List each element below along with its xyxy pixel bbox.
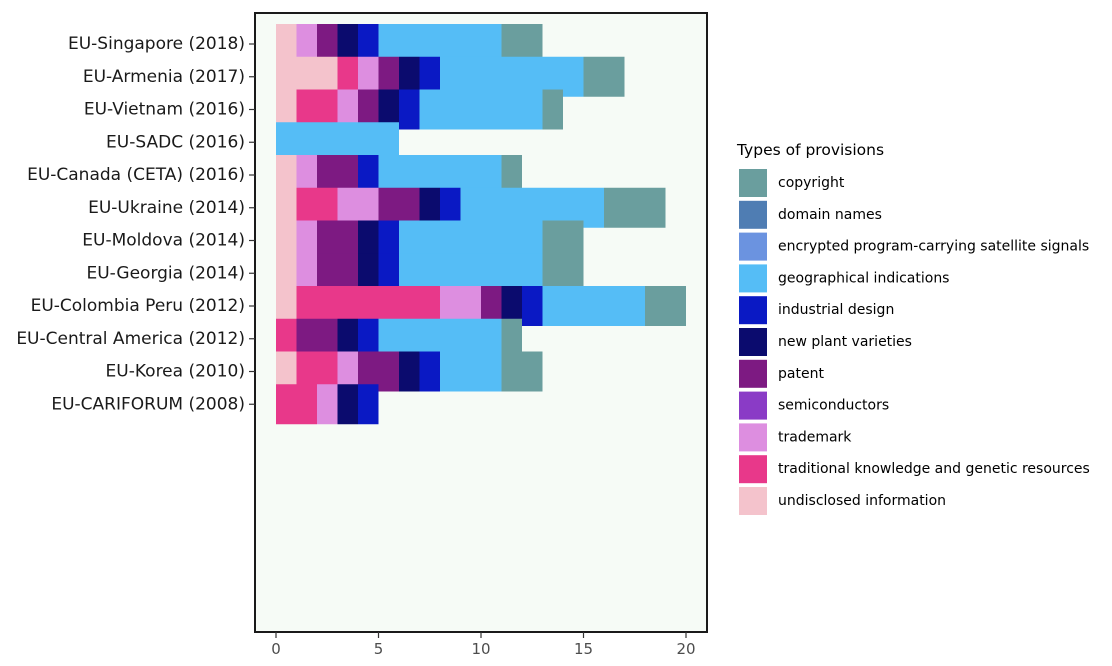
legend-label-copyright: copyright [778, 175, 845, 191]
bar-eu-canada-ceta-2016-trademark [296, 155, 317, 195]
legend-title: Types of provisions [736, 141, 884, 159]
bar-eu-korea-2010-copyright [501, 351, 543, 392]
legend-key-undisclosed-information [739, 487, 767, 515]
bar-eu-cariforum-2008-industrial-design [358, 384, 379, 425]
bars-layer [276, 24, 686, 425]
legend-label-new-plant-varieties: new plant varieties [778, 334, 912, 350]
legend-label-industrial-design: industrial design [778, 302, 894, 318]
bar-eu-armenia-2017-trademark [358, 56, 379, 97]
bar-eu-armenia-2017-industrial-design [419, 56, 440, 97]
legend-label-trademark: trademark [778, 429, 852, 445]
bar-eu-cariforum-2008-trademark [317, 384, 338, 425]
legend-key-industrial-design [739, 296, 767, 325]
bar-eu-central-america-2012-copyright [501, 318, 522, 359]
y-tick-label: EU-Colombia Peru (2012) [31, 296, 245, 316]
legend-key-encrypted-program-carrying-satellite-signals [739, 232, 767, 261]
bar-eu-georgia-2014-new-plant-varieties [358, 253, 379, 294]
bar-eu-armenia-2017-patent [378, 56, 399, 97]
bar-eu-vietnam-2016-new-plant-varieties [378, 89, 399, 130]
bar-eu-vietnam-2016-undisclosed-information [276, 89, 297, 130]
bar-eu-georgia-2014-trademark [296, 253, 317, 294]
x-tick-label: 0 [271, 640, 281, 658]
x-tick-label: 5 [374, 640, 384, 658]
bar-eu-vietnam-2016-copyright [542, 89, 563, 130]
bar-eu-canada-ceta-2016-industrial-design [358, 155, 379, 195]
legend-label-patent: patent [778, 366, 824, 382]
bar-eu-korea-2010-geographical-indications [440, 351, 502, 392]
bar-eu-canada-ceta-2016-copyright [501, 155, 522, 195]
legend-label-traditional-knowledge-and-genetic-resources: traditional knowledge and genetic resour… [778, 461, 1090, 477]
bar-eu-singapore-2018-undisclosed-information [276, 24, 297, 64]
bar-eu-korea-2010-industrial-design [419, 351, 440, 392]
y-tick-label: EU-Moldova (2014) [82, 231, 245, 251]
legend-label-domain-names: domain names [778, 207, 882, 223]
bar-eu-armenia-2017-traditional-knowledge-and-genetic-resources [337, 56, 358, 97]
y-tick-label: EU-Ukraine (2014) [88, 198, 245, 218]
legend-key-new-plant-varieties [739, 328, 767, 356]
bar-eu-ukraine-2014-undisclosed-information [276, 187, 297, 228]
bar-eu-vietnam-2016-patent [358, 89, 379, 130]
bar-eu-colombia-peru-2012-undisclosed-information [276, 286, 297, 326]
x-tick-label: 10 [471, 640, 490, 658]
bar-eu-cariforum-2008-new-plant-varieties [337, 384, 358, 425]
legend: Types of provisions copyright domain name… [736, 141, 1090, 515]
legend-key-geographical-indications [739, 264, 767, 293]
bar-eu-korea-2010-new-plant-varieties [399, 351, 420, 392]
bar-eu-moldova-2014-trademark [296, 220, 317, 261]
bar-eu-armenia-2017-new-plant-varieties [399, 56, 420, 97]
bar-eu-vietnam-2016-industrial-design [399, 89, 420, 130]
bar-eu-ukraine-2014-new-plant-varieties [419, 187, 440, 228]
bar-eu-central-america-2012-traditional-knowledge-and-genetic-resources [276, 318, 297, 359]
bar-eu-vietnam-2016-trademark [337, 89, 358, 130]
bar-eu-moldova-2014-new-plant-varieties [358, 220, 379, 261]
y-tick-label: EU-CARIFORUM (2008) [51, 394, 245, 414]
bar-eu-canada-ceta-2016-undisclosed-information [276, 155, 297, 195]
legend-key-copyright [739, 169, 767, 197]
y-tick-label: EU-Singapore (2018) [68, 34, 245, 54]
legend-key-patent [739, 359, 767, 388]
bar-eu-moldova-2014-undisclosed-information [276, 220, 297, 261]
y-tick-label: EU-Georgia (2014) [86, 263, 245, 283]
bar-eu-cariforum-2008-traditional-knowledge-and-genetic-resources [276, 384, 317, 425]
legend-key-domain-names [739, 200, 767, 229]
bar-eu-moldova-2014-industrial-design [378, 220, 399, 261]
bar-eu-central-america-2012-industrial-design [358, 318, 379, 359]
bar-eu-singapore-2018-new-plant-varieties [337, 24, 358, 64]
bar-eu-colombia-peru-2012-copyright [645, 286, 686, 326]
y-tick-label: EU-Vietnam (2016) [84, 100, 245, 120]
x-axis: 0 5 10 15 20 [271, 632, 696, 658]
bar-eu-central-america-2012-new-plant-varieties [337, 318, 358, 359]
bar-eu-korea-2010-undisclosed-information [276, 351, 297, 392]
y-tick-label: EU-Armenia (2017) [83, 67, 245, 87]
bar-eu-korea-2010-trademark [337, 351, 358, 392]
legend-label-undisclosed-information: undisclosed information [778, 493, 946, 509]
bar-eu-colombia-peru-2012-industrial-design [522, 286, 543, 326]
y-tick-label: EU-Korea (2010) [106, 362, 245, 382]
legend-key-trademark [739, 423, 767, 452]
legend-key-traditional-knowledge-and-genetic-resources [739, 455, 767, 484]
y-axis: EU-Singapore (2018) EU-Armenia (2017) EU-V… [16, 34, 255, 414]
bar-eu-colombia-peru-2012-new-plant-varieties [501, 286, 522, 326]
bar-eu-singapore-2018-industrial-design [358, 24, 379, 64]
bar-eu-singapore-2018-trademark [296, 24, 317, 64]
bar-eu-vietnam-2016-geographical-indications [419, 89, 543, 130]
legend-label-encrypted-program-carrying-satellite-signals: encrypted program-carrying satellite sig… [778, 239, 1089, 255]
bar-eu-colombia-peru-2012-patent [481, 286, 502, 326]
bar-eu-ukraine-2014-copyright [604, 187, 666, 228]
bar-eu-singapore-2018-patent [317, 24, 338, 64]
legend-key-semiconductors [739, 391, 767, 420]
bar-eu-ukraine-2014-industrial-design [440, 187, 461, 228]
bar-eu-georgia-2014-industrial-design [378, 253, 399, 294]
legend-label-geographical-indications: geographical indications [778, 270, 949, 286]
bar-eu-armenia-2017-copyright [583, 56, 625, 97]
bar-eu-colombia-peru-2012-geographical-indications [542, 286, 645, 326]
y-tick-label: EU-SADC (2016) [106, 132, 245, 152]
y-tick-label: EU-Canada (CETA) (2016) [27, 165, 245, 185]
legend-label-semiconductors: semiconductors [778, 398, 889, 414]
bar-eu-georgia-2014-undisclosed-information [276, 253, 297, 294]
x-tick-label: 15 [574, 640, 593, 658]
x-tick-label: 20 [676, 640, 695, 658]
y-tick-label: EU-Central America (2012) [16, 329, 245, 349]
